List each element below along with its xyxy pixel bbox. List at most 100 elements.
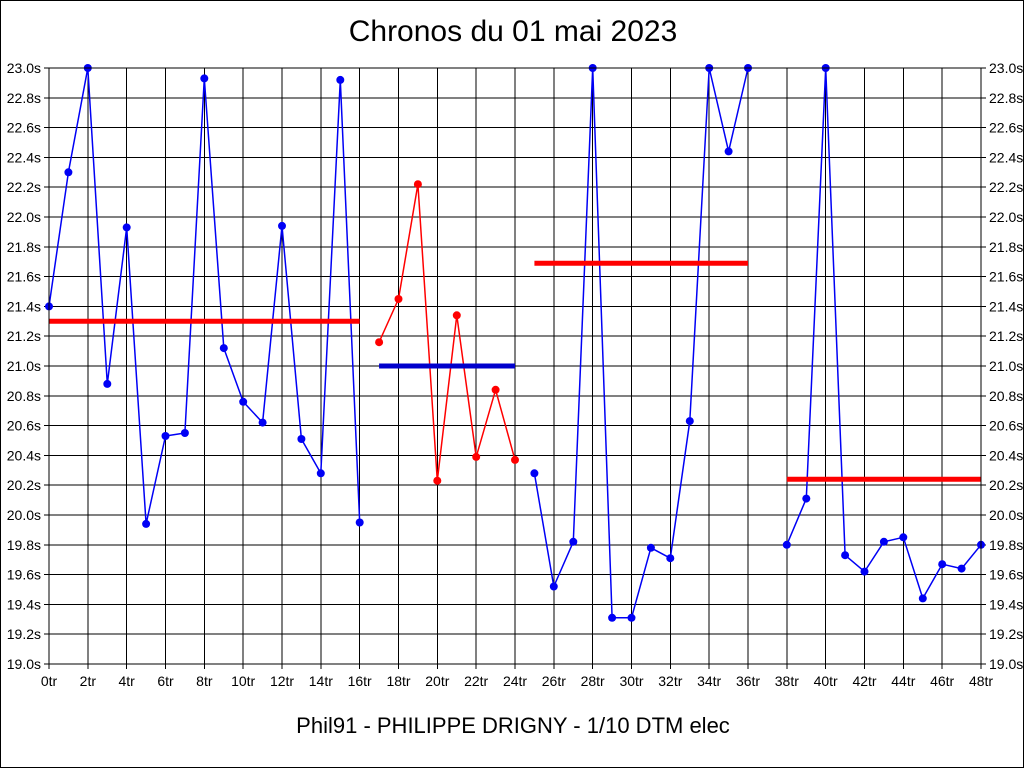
x-tick-label: 34tr xyxy=(697,673,721,689)
y-tick-label-right: 20.4s xyxy=(989,447,1023,463)
y-tick-label-right: 23.0s xyxy=(989,60,1023,76)
y-tick-label-right: 22.2s xyxy=(989,179,1023,195)
data-point-stint-1-blue xyxy=(219,344,228,353)
data-point-stint-4-blue xyxy=(938,560,947,569)
data-point-stint-3-blue xyxy=(549,582,558,591)
x-tick-label: 22tr xyxy=(464,673,488,689)
y-tick-label-right: 22.4s xyxy=(989,149,1023,165)
y-tick-label-left: 22.0s xyxy=(7,209,41,225)
data-point-stint-4-blue xyxy=(841,551,850,560)
y-tick-label-left: 19.2s xyxy=(7,626,41,642)
y-tick-label-left: 19.0s xyxy=(7,656,41,672)
data-point-stint-1-blue xyxy=(200,74,209,83)
y-tick-label-right: 19.4s xyxy=(989,596,1023,612)
data-point-stint-4-blue xyxy=(899,533,908,542)
data-point-stint-2-red xyxy=(413,180,422,189)
data-point-stint-4-blue xyxy=(802,494,811,503)
x-tick-label: 44tr xyxy=(891,673,915,689)
x-tick-label: 20tr xyxy=(425,673,449,689)
x-tick-label: 30tr xyxy=(619,673,643,689)
data-point-stint-4-blue xyxy=(782,540,791,549)
data-point-stint-3-blue xyxy=(666,554,675,563)
y-tick-label-right: 20.8s xyxy=(989,388,1023,404)
y-tick-label-left: 19.8s xyxy=(7,537,41,553)
y-tick-label-right: 22.8s xyxy=(989,90,1023,106)
data-point-stint-1-blue xyxy=(122,223,131,232)
data-point-stint-1-blue xyxy=(355,518,364,527)
x-tick-label: 24tr xyxy=(503,673,527,689)
x-tick-label: 36tr xyxy=(736,673,760,689)
y-tick-label-left: 23.0s xyxy=(7,60,41,76)
series-line-stint-3-blue xyxy=(533,67,749,619)
x-tick-label: 12tr xyxy=(270,673,294,689)
x-tick-label: 48tr xyxy=(969,673,993,689)
data-point-stint-3-blue xyxy=(724,147,733,156)
chart-title: Chronos du 01 mai 2023 xyxy=(348,15,678,48)
data-point-stint-3-blue xyxy=(530,469,539,478)
y-tick-label-right: 20.6s xyxy=(989,418,1023,434)
y-tick-label-right: 20.2s xyxy=(989,477,1023,493)
x-tick-label: 6tr xyxy=(157,673,174,689)
y-tick-label-left: 22.8s xyxy=(7,90,41,106)
data-point-stint-2-red xyxy=(491,385,500,394)
x-tick-label: 8tr xyxy=(196,673,213,689)
y-tick-label-right: 21.8s xyxy=(989,239,1023,255)
data-point-stint-4-blue xyxy=(918,594,927,603)
data-point-stint-3-blue xyxy=(608,613,617,622)
data-point-stint-4-blue xyxy=(957,564,966,573)
series-line-stint-2-red xyxy=(378,183,516,482)
y-tick-label-left: 21.8s xyxy=(7,239,41,255)
x-tick-label: 10tr xyxy=(231,673,255,689)
y-tick-label-left: 19.4s xyxy=(7,596,41,612)
y-tick-label-left: 21.4s xyxy=(7,298,41,314)
data-point-stint-1-blue xyxy=(278,221,286,230)
y-tick-label-right: 21.4s xyxy=(989,298,1023,314)
data-point-stint-1-blue xyxy=(336,75,345,84)
y-tick-label-left: 20.4s xyxy=(7,447,41,463)
y-tick-label-right: 20.0s xyxy=(989,507,1023,523)
data-point-stint-1-blue xyxy=(297,435,306,443)
data-point-stint-3-blue xyxy=(646,543,655,552)
y-tick-label-right: 19.8s xyxy=(989,537,1023,553)
plot-border xyxy=(48,67,982,665)
x-tick-label: 40tr xyxy=(814,673,838,689)
data-point-stint-2-red xyxy=(375,338,384,347)
x-tick-label: 4tr xyxy=(118,673,135,689)
data-point-stint-2-red xyxy=(511,455,519,464)
y-tick-label-right: 22.6s xyxy=(989,120,1023,136)
y-tick-label-right: 22.0s xyxy=(989,209,1023,225)
series-line-stint-4-blue xyxy=(786,67,982,600)
chart-caption: Phil91 - PHILIPPE DRIGNY - 1/10 DTM elec xyxy=(296,713,730,738)
x-tick-label: 2tr xyxy=(80,673,97,689)
x-tick-label: 38tr xyxy=(775,673,799,689)
x-tick-label: 42tr xyxy=(852,673,876,689)
y-tick-label-left: 20.6s xyxy=(7,418,41,434)
data-point-stint-1-blue xyxy=(103,379,112,388)
x-tick-label: 46tr xyxy=(930,673,954,689)
y-tick-label-right: 19.6s xyxy=(989,567,1023,583)
data-point-stint-3-blue xyxy=(627,613,636,622)
x-tick-label: 0tr xyxy=(41,673,58,689)
data-point-stint-1-blue xyxy=(64,168,73,177)
y-tick-label-left: 22.2s xyxy=(7,179,41,195)
data-point-stint-1-blue xyxy=(161,432,170,440)
data-point-stint-1-blue xyxy=(180,429,189,437)
y-tick-label-right: 21.6s xyxy=(989,269,1023,285)
x-tick-label: 26tr xyxy=(542,673,566,689)
data-point-stint-3-blue xyxy=(569,537,578,546)
y-tick-label-left: 20.0s xyxy=(7,507,41,523)
x-tick-label: 28tr xyxy=(581,673,605,689)
y-tick-label-left: 20.2s xyxy=(7,477,41,493)
y-tick-label-left: 21.0s xyxy=(7,358,41,374)
data-point-stint-1-blue xyxy=(239,397,248,406)
y-tick-label-left: 22.4s xyxy=(7,149,41,165)
y-tick-label-right: 21.0s xyxy=(989,358,1023,374)
y-tick-label-left: 21.2s xyxy=(7,328,41,344)
data-point-stint-1-blue xyxy=(142,519,151,528)
x-tick-label: 32tr xyxy=(658,673,682,689)
data-point-stint-2-red xyxy=(472,452,481,461)
y-tick-label-right: 19.0s xyxy=(989,656,1023,672)
data-point-stint-2-red xyxy=(433,476,442,485)
